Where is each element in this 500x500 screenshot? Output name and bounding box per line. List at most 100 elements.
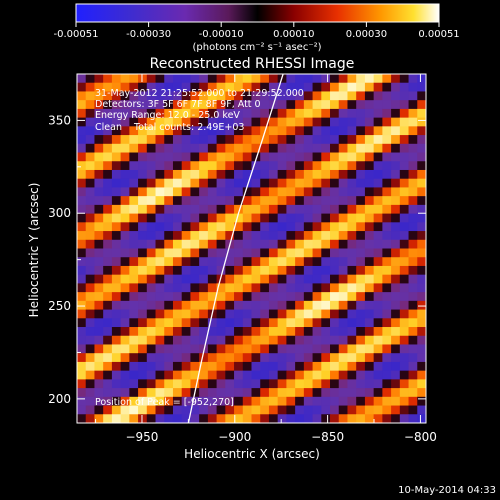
heatmap-cell xyxy=(295,396,305,406)
heatmap-cell xyxy=(207,405,218,415)
heatmap-cell xyxy=(225,361,235,372)
heatmap-cell xyxy=(190,152,200,162)
heatmap-cell xyxy=(330,108,340,119)
heatmap-cell xyxy=(347,169,357,180)
heatmap-cell xyxy=(172,405,183,415)
heatmap-cell xyxy=(408,152,418,162)
heatmap-cell xyxy=(312,396,322,406)
heatmap-cell xyxy=(120,300,130,310)
heatmap-cell xyxy=(303,117,313,127)
heatmap-cell xyxy=(364,388,375,398)
heatmap-cell xyxy=(399,414,409,423)
heatmap-cell xyxy=(155,414,165,423)
heatmap-cell xyxy=(268,327,279,337)
heatmap-cell xyxy=(242,257,252,267)
heatmap-cell xyxy=(382,152,392,162)
heatmap-cell xyxy=(277,143,287,153)
heatmap-cell xyxy=(103,265,113,276)
heatmap-cell xyxy=(103,178,113,188)
heatmap-cell xyxy=(260,379,270,389)
heatmap-cell xyxy=(321,178,331,188)
heatmap-cell xyxy=(251,300,261,310)
heatmap-cell xyxy=(286,117,296,127)
heatmap-cell xyxy=(417,231,426,241)
heatmap-cell xyxy=(251,335,261,345)
heatmap-cell xyxy=(321,187,331,197)
heatmap-cell xyxy=(111,222,122,232)
heatmap-cell xyxy=(216,91,226,101)
heatmap-cell xyxy=(303,213,313,223)
heatmap-cell xyxy=(277,379,287,389)
heatmap-cell xyxy=(321,161,331,171)
heatmap-cell xyxy=(94,135,104,145)
heatmap-cell xyxy=(251,82,261,92)
heatmap-cell xyxy=(399,222,409,232)
heatmap-cell xyxy=(303,187,313,197)
heatmap-cell xyxy=(338,239,348,249)
heatmap-cell xyxy=(242,204,252,215)
heatmap-cell xyxy=(312,274,322,284)
heatmap-cell xyxy=(260,370,270,380)
heatmap-cell xyxy=(408,108,418,119)
heatmap-cell xyxy=(216,370,226,380)
heatmap-cell xyxy=(408,265,418,276)
heatmap-cell xyxy=(347,187,357,197)
heatmap-cell xyxy=(225,335,235,345)
heatmap-cell xyxy=(356,300,366,310)
heatmap-cell xyxy=(391,82,401,92)
heatmap-cell xyxy=(164,196,174,206)
heatmap-cell xyxy=(408,204,418,215)
heatmap-cell xyxy=(207,239,218,249)
heatmap-cell xyxy=(111,100,122,110)
heatmap-cell xyxy=(382,335,392,345)
heatmap-cell xyxy=(172,91,183,101)
heatmap-cell xyxy=(408,187,418,197)
heatmap-cell xyxy=(94,213,104,223)
heatmap-cell xyxy=(164,91,174,101)
heatmap-cell xyxy=(408,222,418,232)
heatmap-cell xyxy=(103,353,113,363)
heatmap-cell xyxy=(373,379,383,389)
heatmap-cell xyxy=(242,292,252,302)
heatmap-cell xyxy=(242,265,252,276)
heatmap-cell xyxy=(312,327,322,337)
heatmap-cell xyxy=(164,74,174,84)
heatmap-cell xyxy=(268,117,279,127)
heatmap-cell xyxy=(234,239,244,249)
heatmap-cell xyxy=(234,117,244,127)
heatmap-cell xyxy=(103,248,113,258)
heatmap-cell xyxy=(94,265,104,276)
heatmap-cell xyxy=(155,100,165,110)
heatmap-cell xyxy=(103,152,113,162)
heatmap-cell xyxy=(251,135,261,145)
heatmap-cell xyxy=(155,353,165,363)
heatmap-cell xyxy=(286,196,296,206)
heatmap-cell xyxy=(138,274,148,284)
heatmap-cell xyxy=(356,274,366,284)
annotation-energy-range: Energy Range: 12.0 - 25.0 keV xyxy=(95,110,240,121)
heatmap-cell xyxy=(85,335,95,345)
heatmap-cell xyxy=(94,108,104,119)
heatmap-cell xyxy=(216,161,226,171)
heatmap-cell xyxy=(347,318,357,328)
heatmap-cell xyxy=(207,344,218,354)
heatmap-cell xyxy=(155,117,165,127)
heatmap-cell xyxy=(85,309,95,319)
heatmap-cell xyxy=(155,222,165,232)
heatmap-cell xyxy=(111,265,122,276)
heatmap-cell xyxy=(303,257,313,267)
heatmap-cell xyxy=(77,152,87,162)
heatmap-cell xyxy=(242,152,252,162)
heatmap-cell xyxy=(330,292,340,302)
heatmap-cell xyxy=(356,353,366,363)
heatmap-cell xyxy=(85,126,95,136)
heatmap-cell xyxy=(164,274,174,284)
heatmap-cell xyxy=(408,91,418,101)
heatmap-cell xyxy=(242,117,252,127)
heatmap-cell xyxy=(146,222,156,232)
heatmap-cell xyxy=(364,100,375,110)
heatmap-cell xyxy=(146,300,156,310)
heatmap-cell xyxy=(234,283,244,293)
heatmap-cell xyxy=(364,309,375,319)
heatmap-cell xyxy=(146,100,156,110)
